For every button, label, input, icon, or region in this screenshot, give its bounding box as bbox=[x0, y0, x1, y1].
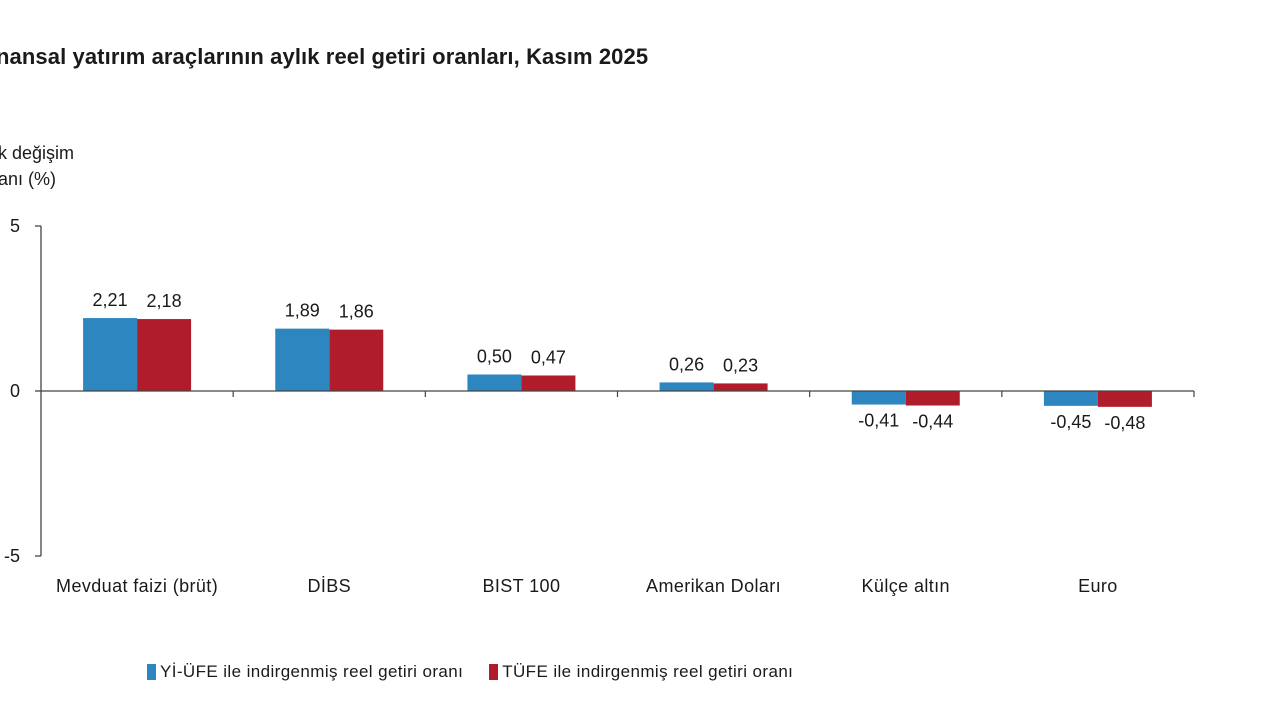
bar-tufe-4 bbox=[905, 391, 960, 406]
data-label-tufe-4: -0,44 bbox=[912, 412, 953, 432]
bar-yi-ufe-0 bbox=[83, 318, 138, 391]
data-label-tufe-3: 0,23 bbox=[723, 355, 758, 375]
y-axis-label: k değişim anı (%) bbox=[0, 140, 74, 192]
data-label-yi-ufe-2: 0,50 bbox=[477, 347, 512, 367]
data-label-tufe-1: 1,86 bbox=[339, 302, 374, 322]
bar-yi-ufe-1 bbox=[275, 328, 330, 391]
y-tick-label-0: 5 bbox=[10, 216, 20, 236]
data-label-yi-ufe-4: -0,41 bbox=[858, 411, 899, 431]
category-label-4: Külçe altın bbox=[862, 576, 950, 596]
legend-swatch-tufe bbox=[489, 664, 499, 680]
data-label-yi-ufe-1: 1,89 bbox=[285, 301, 320, 321]
data-label-yi-ufe-3: 0,26 bbox=[669, 354, 704, 374]
bar-tufe-0 bbox=[137, 319, 192, 391]
bar-tufe-5 bbox=[1097, 391, 1152, 407]
y-tick-label-1: 0 bbox=[10, 381, 20, 401]
bar-tufe-1 bbox=[329, 329, 384, 391]
legend-item-yi-ufe: Yİ-ÜFE ile indirgenmiş reel getiri oranı bbox=[147, 662, 463, 682]
data-label-yi-ufe-0: 2,21 bbox=[93, 290, 128, 310]
data-label-yi-ufe-5: -0,45 bbox=[1050, 412, 1091, 432]
y-tick-label-2: -5 bbox=[4, 546, 20, 566]
data-label-tufe-5: -0,48 bbox=[1104, 413, 1145, 433]
legend-label-tufe: TÜFE ile indirgenmiş reel getiri oranı bbox=[502, 662, 794, 681]
category-label-2: BIST 100 bbox=[482, 576, 560, 596]
category-label-5: Euro bbox=[1078, 576, 1118, 596]
bar-yi-ufe-5 bbox=[1043, 391, 1098, 406]
legend-swatch-yi-ufe bbox=[147, 664, 156, 680]
bar-yi-ufe-2 bbox=[467, 374, 522, 391]
data-label-tufe-0: 2,18 bbox=[147, 291, 182, 311]
chart-title: nansal yatırım araçlarının aylık reel ge… bbox=[0, 44, 649, 69]
y-axis-label-line-1: k değişim bbox=[0, 143, 75, 163]
category-label-1: DİBS bbox=[307, 576, 351, 596]
category-label-3: Amerikan Doları bbox=[646, 576, 781, 596]
y-axis-label-line-2: anı (%) bbox=[0, 169, 57, 189]
bar-yi-ufe-4 bbox=[851, 391, 906, 405]
legend-item-tufe: TÜFE ile indirgenmiş reel getiri oranı bbox=[489, 662, 793, 682]
data-label-tufe-2: 0,47 bbox=[531, 347, 566, 367]
bar-tufe-3 bbox=[713, 383, 768, 391]
bar-yi-ufe-3 bbox=[659, 382, 714, 391]
legend: Yİ-ÜFE ile indirgenmiş reel getiri oranı… bbox=[147, 662, 819, 682]
legend-label-yi-ufe: Yİ-ÜFE ile indirgenmiş reel getiri oranı bbox=[160, 662, 464, 681]
category-label-0: Mevduat faizi (brüt) bbox=[56, 576, 218, 596]
bar-tufe-2 bbox=[521, 375, 576, 391]
